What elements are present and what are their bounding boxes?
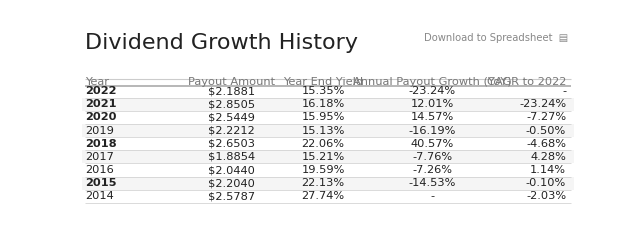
Text: 2018: 2018	[85, 139, 116, 149]
FancyBboxPatch shape	[83, 124, 573, 137]
Text: 2019: 2019	[85, 126, 114, 136]
Text: -16.19%: -16.19%	[408, 126, 456, 136]
Text: -4.68%: -4.68%	[526, 139, 566, 149]
Text: Payout Amount: Payout Amount	[188, 77, 275, 87]
Text: CAGR to 2022: CAGR to 2022	[486, 77, 566, 87]
Text: -14.53%: -14.53%	[408, 178, 456, 188]
Text: $2.2040: $2.2040	[208, 178, 255, 188]
Text: 15.95%: 15.95%	[301, 113, 345, 122]
Text: -0.50%: -0.50%	[526, 126, 566, 136]
Text: $2.1881: $2.1881	[208, 86, 255, 96]
Text: 27.74%: 27.74%	[301, 191, 344, 201]
Text: -: -	[430, 191, 434, 201]
FancyBboxPatch shape	[83, 84, 573, 98]
Text: -2.03%: -2.03%	[526, 191, 566, 201]
Text: 2022: 2022	[85, 86, 116, 96]
Text: 2016: 2016	[85, 165, 114, 175]
Text: 22.13%: 22.13%	[301, 178, 344, 188]
FancyBboxPatch shape	[83, 176, 573, 190]
Text: 19.59%: 19.59%	[301, 165, 345, 175]
Text: Year End Yield: Year End Yield	[283, 77, 363, 87]
Text: -7.76%: -7.76%	[412, 152, 452, 162]
FancyBboxPatch shape	[83, 137, 573, 150]
Text: 12.01%: 12.01%	[410, 99, 454, 109]
Text: Dividend Growth History: Dividend Growth History	[85, 33, 358, 54]
Text: Download to Spreadsheet  ▤: Download to Spreadsheet ▤	[424, 33, 568, 44]
Text: $2.8505: $2.8505	[208, 99, 255, 109]
FancyBboxPatch shape	[83, 163, 573, 176]
Text: -0.10%: -0.10%	[526, 178, 566, 188]
Text: $1.8854: $1.8854	[208, 152, 255, 162]
Text: 15.35%: 15.35%	[301, 86, 345, 96]
Text: $2.6503: $2.6503	[208, 139, 255, 149]
Text: 2014: 2014	[85, 191, 114, 201]
Text: 22.06%: 22.06%	[301, 139, 344, 149]
Text: Annual Payout Growth (YoY): Annual Payout Growth (YoY)	[353, 77, 511, 87]
Text: 14.57%: 14.57%	[410, 113, 454, 122]
Text: 2017: 2017	[85, 152, 114, 162]
FancyBboxPatch shape	[83, 98, 573, 111]
Text: 2015: 2015	[85, 178, 116, 188]
FancyBboxPatch shape	[83, 190, 573, 203]
Text: $2.2212: $2.2212	[208, 126, 255, 136]
Text: -7.26%: -7.26%	[412, 165, 452, 175]
Text: 40.57%: 40.57%	[410, 139, 454, 149]
Text: 15.21%: 15.21%	[301, 152, 345, 162]
Text: $2.5449: $2.5449	[208, 113, 255, 122]
Text: 4.28%: 4.28%	[530, 152, 566, 162]
Text: 2020: 2020	[85, 113, 116, 122]
Text: -23.24%: -23.24%	[408, 86, 456, 96]
Text: $2.0440: $2.0440	[208, 165, 255, 175]
Text: 16.18%: 16.18%	[301, 99, 345, 109]
Text: Year: Year	[85, 77, 109, 87]
Text: $2.5787: $2.5787	[208, 191, 255, 201]
Text: 1.14%: 1.14%	[530, 165, 566, 175]
FancyBboxPatch shape	[83, 150, 573, 163]
Text: 2021: 2021	[85, 99, 116, 109]
Text: -7.27%: -7.27%	[526, 113, 566, 122]
Text: -: -	[562, 86, 566, 96]
FancyBboxPatch shape	[83, 111, 573, 124]
Text: 15.13%: 15.13%	[301, 126, 345, 136]
Text: -23.24%: -23.24%	[519, 99, 566, 109]
